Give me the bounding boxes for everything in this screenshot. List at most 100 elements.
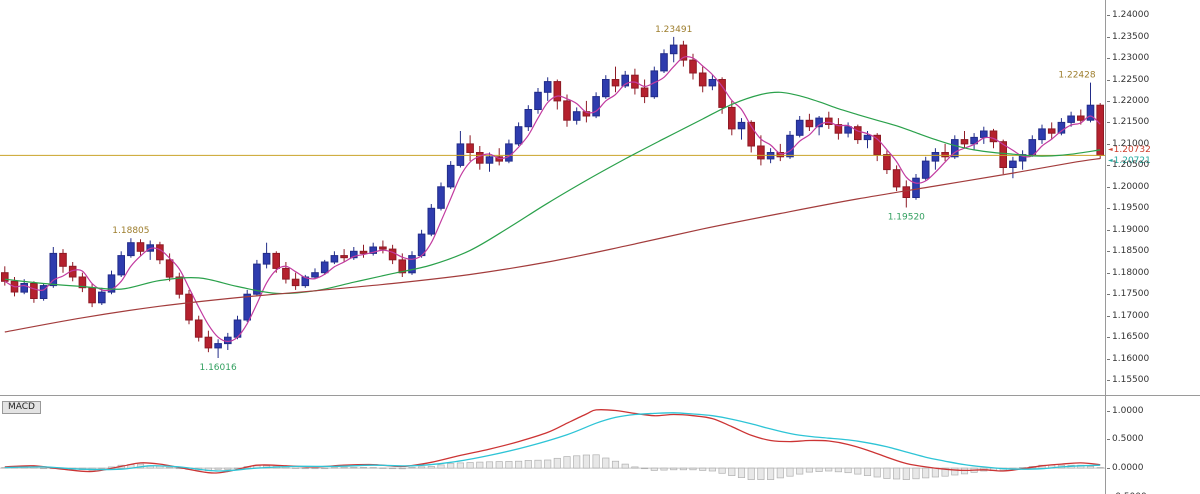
candle	[156, 241, 164, 265]
macd-histogram-bar	[786, 467, 794, 477]
candle	[786, 131, 794, 159]
price-axis-label: 1.16000	[1106, 353, 1150, 364]
candle	[456, 131, 465, 168]
price-axis-label: 1.18500	[1106, 246, 1150, 257]
macd-histogram-bar	[456, 462, 464, 469]
macd-histogram-bar	[767, 467, 775, 480]
candle	[902, 180, 911, 208]
candle	[136, 239, 145, 256]
candle	[718, 77, 726, 114]
candles-layer	[1, 36, 1105, 358]
price-axis-label: 1.19000	[1106, 224, 1150, 235]
candle	[912, 174, 920, 200]
price-axis-label: 1.23000	[1106, 53, 1150, 63]
ask-price-value: 1.20721	[1113, 156, 1151, 167]
candle	[39, 283, 48, 301]
macd-histogram-bar	[476, 461, 484, 469]
swing-price-label: 1.22428	[1058, 71, 1095, 81]
candle	[679, 40, 688, 67]
macd-histogram-bar	[573, 455, 581, 469]
candle	[272, 251, 280, 273]
price-axis-label: 1.18000	[1106, 267, 1150, 278]
candle	[291, 272, 300, 290]
candle	[602, 75, 610, 99]
macd-histogram-bar	[796, 467, 804, 475]
swing-price-label: 1.23491	[655, 25, 692, 35]
macd-histogram-bar	[1096, 467, 1104, 469]
candle	[282, 262, 290, 284]
candle	[611, 66, 620, 93]
macd-histogram-bar	[718, 467, 726, 474]
candle	[194, 315, 203, 342]
candle	[495, 148, 503, 166]
macd-histogram-bar	[224, 467, 232, 470]
macd-histogram-bar	[883, 467, 891, 479]
price-chart-area[interactable]: 1.18805 1.16016 1.23491 1.19520 1.22428	[0, 0, 1105, 393]
candle	[883, 150, 891, 174]
candle	[59, 249, 67, 273]
macd-histogram-bar	[902, 467, 910, 480]
price-axis[interactable]: ◄ 1.20732 ◄ 1.20721 1.24000 1.23500 1.2300…	[1106, 0, 1200, 394]
macd-histogram-bar	[825, 467, 833, 472]
candle	[1057, 118, 1066, 136]
swing-price-label: 1.18805	[112, 226, 149, 236]
ask-price-marker: ◄ 1.20721	[1108, 156, 1151, 166]
candle	[78, 272, 87, 293]
candle	[728, 100, 736, 136]
candle	[708, 75, 717, 91]
macd-histogram-bar	[951, 467, 959, 476]
macd-axis[interactable]: 1.0000 0.5000 0.0000 -0.5000	[1106, 399, 1200, 494]
candle	[437, 182, 445, 211]
macd-histogram-bar	[650, 467, 658, 471]
macd-histogram-bar	[98, 467, 106, 470]
axis-separator	[1105, 0, 1106, 494]
candle	[185, 289, 193, 325]
macd-indicator-area[interactable]: MACD	[0, 399, 1105, 494]
candle	[698, 66, 707, 93]
macd-histogram-bar	[524, 460, 532, 469]
candle	[127, 238, 135, 258]
signal-line	[4, 412, 1101, 472]
candle	[621, 70, 630, 88]
macd-histogram-bar	[534, 459, 542, 469]
price-axis-label: 1.20000	[1106, 181, 1150, 192]
candle	[834, 118, 843, 140]
candle	[534, 88, 542, 114]
macd-histogram-bar	[359, 467, 368, 469]
macd-histogram-bar	[466, 462, 474, 469]
candle	[931, 148, 940, 170]
candle	[1009, 156, 1017, 179]
macd-histogram-bar	[292, 467, 300, 469]
candle	[543, 77, 552, 101]
candle	[640, 79, 649, 104]
candle	[204, 330, 213, 353]
price-axis-label: 1.24000	[1106, 10, 1150, 20]
macd-histogram-bar	[728, 467, 736, 476]
macd-histogram-bar	[641, 467, 649, 470]
macd-label: MACD	[2, 401, 41, 414]
candle	[446, 161, 455, 189]
macd-histogram-bar	[660, 467, 668, 471]
panel-splitter[interactable]	[0, 395, 1200, 396]
candle	[572, 107, 581, 125]
macd-histogram-bar	[563, 456, 571, 469]
candle	[980, 126, 988, 144]
candle	[960, 131, 969, 149]
candle	[970, 133, 978, 151]
candle	[776, 143, 785, 162]
candle	[892, 165, 901, 192]
macd-histogram-bar	[214, 467, 222, 470]
macd-histogram-bar	[670, 467, 678, 471]
macd-histogram-bar	[418, 466, 426, 469]
candle	[320, 259, 329, 275]
candle	[553, 79, 562, 110]
macd-histogram-bar	[321, 467, 329, 470]
price-axis-label: 1.22000	[1106, 95, 1150, 106]
macd-histogram-bar	[427, 466, 435, 469]
candle	[175, 272, 184, 299]
price-axis-label: 1.21000	[1106, 138, 1150, 149]
price-axis-label: 1.15500	[1106, 375, 1150, 386]
candle	[311, 268, 319, 280]
indicator-axis-label: 0.5000	[1107, 434, 1144, 445]
macd-histogram-bar	[912, 467, 920, 480]
